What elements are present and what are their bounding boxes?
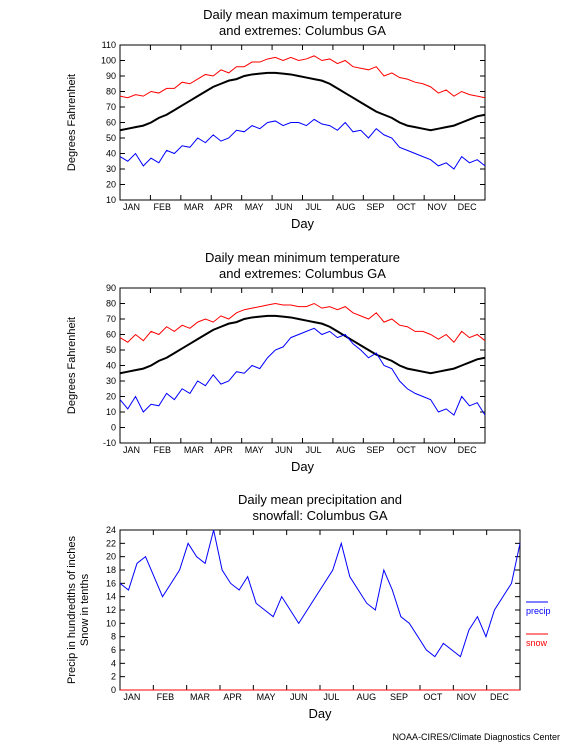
svg-text:2: 2 — [111, 672, 116, 682]
svg-text:40: 40 — [106, 361, 116, 371]
svg-text:OCT: OCT — [423, 692, 443, 702]
svg-text:JUN: JUN — [275, 445, 293, 455]
svg-text:SEP: SEP — [366, 445, 384, 455]
svg-text:0: 0 — [111, 423, 116, 433]
svg-text:JUL: JUL — [306, 445, 322, 455]
svg-text:18: 18 — [106, 565, 116, 575]
svg-text:FEB: FEB — [153, 202, 171, 212]
svg-text:8: 8 — [111, 632, 116, 642]
svg-text:JUN: JUN — [290, 692, 308, 702]
svg-text:SEP: SEP — [366, 202, 384, 212]
svg-text:70: 70 — [106, 102, 116, 112]
svg-text:Daily mean precipitation and: Daily mean precipitation and — [238, 492, 402, 507]
svg-text:10: 10 — [106, 195, 116, 205]
svg-text:precip: precip — [526, 606, 551, 616]
svg-text:Day: Day — [291, 459, 315, 474]
svg-text:JAN: JAN — [123, 445, 140, 455]
svg-text:16: 16 — [106, 578, 116, 588]
svg-text:Degrees Fahrenheit: Degrees Fahrenheit — [66, 317, 78, 414]
svg-text:MAR: MAR — [184, 445, 205, 455]
svg-text:NOV: NOV — [457, 692, 477, 702]
svg-text:Daily mean maximum temperature: Daily mean maximum temperature — [203, 7, 402, 22]
svg-text:50: 50 — [106, 133, 116, 143]
svg-text:10: 10 — [106, 407, 116, 417]
svg-text:NOV: NOV — [427, 202, 447, 212]
svg-text:20: 20 — [106, 552, 116, 562]
svg-text:AUG: AUG — [336, 445, 356, 455]
svg-text:JAN: JAN — [123, 692, 140, 702]
svg-text:30: 30 — [106, 376, 116, 386]
svg-text:50: 50 — [106, 345, 116, 355]
svg-text:MAY: MAY — [257, 692, 276, 702]
svg-text:4: 4 — [111, 658, 116, 668]
svg-text:22: 22 — [106, 538, 116, 548]
svg-text:AUG: AUG — [336, 202, 356, 212]
svg-text:NOAA-CIRES/Climate Diagnostics: NOAA-CIRES/Climate Diagnostics Center — [392, 732, 560, 742]
svg-text:NOV: NOV — [427, 445, 447, 455]
svg-text:OCT: OCT — [397, 445, 417, 455]
svg-text:snowfall: Columbus GA: snowfall: Columbus GA — [252, 508, 387, 523]
svg-text:OCT: OCT — [397, 202, 417, 212]
svg-text:MAY: MAY — [245, 445, 264, 455]
svg-text:APR: APR — [214, 202, 233, 212]
svg-text:80: 80 — [106, 87, 116, 97]
svg-text:20: 20 — [106, 180, 116, 190]
svg-text:6: 6 — [111, 645, 116, 655]
svg-text:20: 20 — [106, 392, 116, 402]
svg-text:Degrees Fahrenheit: Degrees Fahrenheit — [66, 74, 78, 171]
svg-text:90: 90 — [106, 283, 116, 293]
svg-text:Precip in hundredths of inches: Precip in hundredths of inches — [66, 536, 78, 684]
svg-text:DEC: DEC — [458, 445, 478, 455]
svg-text:FEB: FEB — [157, 692, 175, 702]
svg-text:JUN: JUN — [275, 202, 293, 212]
svg-text:10: 10 — [106, 618, 116, 628]
svg-text:24: 24 — [106, 525, 116, 535]
svg-text:snow: snow — [526, 638, 548, 648]
svg-text:FEB: FEB — [153, 445, 171, 455]
svg-text:80: 80 — [106, 299, 116, 309]
svg-text:14: 14 — [106, 592, 116, 602]
svg-text:MAR: MAR — [184, 202, 205, 212]
svg-text:JAN: JAN — [123, 202, 140, 212]
svg-text:12: 12 — [106, 605, 116, 615]
svg-text:DEC: DEC — [490, 692, 510, 702]
svg-text:AUG: AUG — [357, 692, 377, 702]
svg-text:Day: Day — [308, 706, 332, 721]
svg-text:60: 60 — [106, 118, 116, 128]
svg-text:APR: APR — [223, 692, 242, 702]
svg-text:110: 110 — [102, 40, 116, 50]
svg-text:40: 40 — [106, 149, 116, 159]
svg-text:DEC: DEC — [458, 202, 478, 212]
svg-text:MAY: MAY — [245, 202, 264, 212]
svg-text:MAR: MAR — [190, 692, 211, 702]
svg-text:APR: APR — [214, 445, 233, 455]
svg-text:Snow in tenths: Snow in tenths — [79, 573, 91, 646]
svg-text:0: 0 — [111, 685, 116, 695]
svg-text:60: 60 — [106, 330, 116, 340]
svg-text:Day: Day — [291, 216, 315, 231]
svg-text:90: 90 — [106, 71, 116, 81]
svg-text:JUL: JUL — [323, 692, 339, 702]
svg-text:JUL: JUL — [306, 202, 322, 212]
svg-text:Daily mean minimum temperature: Daily mean minimum temperature — [205, 250, 400, 265]
svg-text:SEP: SEP — [390, 692, 408, 702]
svg-text:and extremes: Columbus GA: and extremes: Columbus GA — [219, 266, 386, 281]
svg-text:30: 30 — [106, 164, 116, 174]
svg-text:100: 100 — [101, 56, 116, 66]
svg-text:-10: -10 — [103, 438, 116, 448]
svg-text:70: 70 — [106, 314, 116, 324]
svg-text:and extremes: Columbus GA: and extremes: Columbus GA — [219, 23, 386, 38]
